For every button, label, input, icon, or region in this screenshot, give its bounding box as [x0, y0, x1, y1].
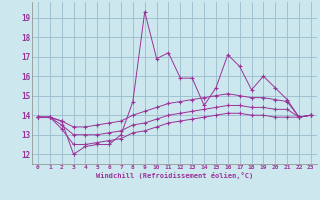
X-axis label: Windchill (Refroidissement éolien,°C): Windchill (Refroidissement éolien,°C) — [96, 172, 253, 179]
